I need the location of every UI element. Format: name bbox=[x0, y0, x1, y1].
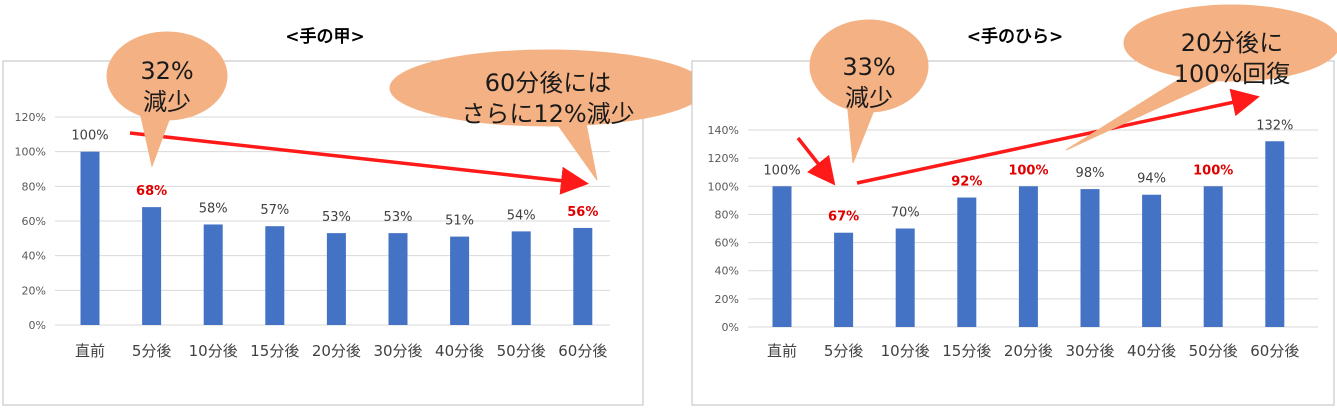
bar-value-label: 54% bbox=[507, 208, 536, 223]
y-tick-label: 60% bbox=[715, 237, 739, 250]
trend-arrow bbox=[856, 88, 1260, 185]
chart-frame bbox=[691, 60, 1335, 406]
trend-arrow bbox=[129, 131, 589, 195]
y-tick-label: 60% bbox=[22, 215, 46, 228]
y-tick-label: 80% bbox=[715, 208, 739, 221]
bar bbox=[511, 231, 531, 325]
chart-svg-back-of-hand: <手の甲> 0% 20% 40% 60% 80% 100% 120% 100% 直前 68% 5分後 5… bbox=[2, 26, 707, 406]
bar-value-label: 67% bbox=[828, 210, 859, 225]
bar-value-label: 100% bbox=[71, 129, 108, 144]
callout-bubble bbox=[106, 31, 228, 121]
x-category-label: 40分後 bbox=[435, 342, 484, 360]
x-category-label: 15分後 bbox=[250, 342, 299, 360]
callout-text: 減少 bbox=[143, 88, 191, 116]
x-category-label: 10分後 bbox=[881, 342, 930, 360]
chart-title: <手のひら> bbox=[967, 26, 1064, 47]
x-category-label: 5分後 bbox=[824, 342, 864, 360]
y-tick-label: 40% bbox=[22, 250, 46, 263]
x-category-label: 30分後 bbox=[1065, 342, 1114, 360]
y-tick-label: 120% bbox=[708, 152, 739, 165]
y-tick-label: 140% bbox=[708, 124, 739, 137]
bar-value-label: 53% bbox=[322, 210, 351, 225]
x-category-label: 60分後 bbox=[558, 342, 607, 360]
callout-text: 32% bbox=[140, 57, 193, 85]
y-tick-label: 80% bbox=[22, 180, 46, 193]
bar bbox=[326, 233, 346, 325]
x-category-label: 5分後 bbox=[132, 342, 172, 360]
y-tick-label: 20% bbox=[715, 293, 739, 306]
x-category-label: 20分後 bbox=[1004, 342, 1053, 360]
bar-value-label: 94% bbox=[1137, 172, 1166, 187]
bar bbox=[1080, 189, 1100, 327]
y-tick-label: 20% bbox=[22, 284, 46, 297]
bar-value-label: 132% bbox=[1256, 118, 1293, 133]
y-tick-label: 100% bbox=[708, 180, 739, 193]
bar bbox=[895, 228, 915, 327]
bar-value-label: 92% bbox=[951, 175, 982, 190]
bar-value-label: 68% bbox=[136, 184, 167, 199]
chart-panel-palm: <手のひら> 0% 20% 40% 60% 80% 100% 120% 140% 100% 直前 67… bbox=[668, 0, 1337, 408]
chart-svg-palm: <手のひら> 0% 20% 40% 60% 80% 100% 120% 140% 100% 直前 67… bbox=[691, 4, 1337, 406]
callout-text: さらに12%減少 bbox=[461, 100, 634, 128]
callout-text: 60分後には bbox=[485, 69, 612, 97]
bar bbox=[573, 227, 593, 325]
bar-value-label: 100% bbox=[763, 163, 800, 178]
bar-value-label: 100% bbox=[1008, 163, 1048, 178]
chart-title: <手の甲> bbox=[285, 26, 365, 47]
bar-value-label: 70% bbox=[891, 206, 920, 221]
callout-text: 33% bbox=[842, 53, 895, 81]
x-category-label: 15分後 bbox=[942, 342, 991, 360]
bar bbox=[142, 207, 162, 325]
y-tick-label: 0% bbox=[722, 321, 739, 334]
x-category-label: 50分後 bbox=[497, 342, 546, 360]
callout-text: 20分後に bbox=[1181, 29, 1284, 57]
x-category-label: 直前 bbox=[75, 342, 105, 360]
bar bbox=[1018, 186, 1038, 327]
x-category-label: 40分後 bbox=[1127, 342, 1176, 360]
bar bbox=[80, 151, 100, 325]
x-category-label: 20分後 bbox=[312, 342, 361, 360]
bar-value-label: 53% bbox=[384, 210, 413, 225]
bar bbox=[772, 186, 792, 327]
bar-value-label: 56% bbox=[567, 205, 598, 220]
x-category-label: 10分後 bbox=[189, 342, 238, 360]
bar bbox=[450, 236, 470, 325]
bar bbox=[1265, 141, 1285, 327]
chart-panel-back-of-hand: <手の甲> 0% 20% 40% 60% 80% 100% 120% 100% 直前 68% 5分後 5… bbox=[0, 0, 707, 408]
callout-text: 減少 bbox=[845, 84, 893, 112]
bar bbox=[957, 197, 977, 327]
callout-bubble bbox=[809, 19, 929, 113]
callout-bubble bbox=[1123, 4, 1337, 82]
bar bbox=[1203, 186, 1223, 327]
bar bbox=[834, 232, 854, 327]
y-tick-label: 100% bbox=[15, 146, 46, 159]
bar bbox=[203, 224, 223, 325]
bar-value-label: 51% bbox=[445, 214, 474, 229]
x-category-label: 50分後 bbox=[1189, 342, 1238, 360]
x-category-label: 60分後 bbox=[1250, 342, 1299, 360]
x-category-label: 30分後 bbox=[373, 342, 422, 360]
y-tick-label: 40% bbox=[715, 265, 739, 278]
y-tick-label: 0% bbox=[29, 319, 46, 332]
bar bbox=[265, 226, 285, 325]
y-tick-label: 120% bbox=[15, 111, 46, 124]
x-category-label: 直前 bbox=[767, 342, 797, 360]
bar-value-label: 98% bbox=[1076, 166, 1105, 181]
bar-value-label: 57% bbox=[260, 203, 289, 218]
trend-arrow bbox=[796, 136, 836, 186]
bar bbox=[1142, 194, 1162, 327]
callout-text: 100%回復 bbox=[1174, 60, 1291, 88]
bar bbox=[388, 233, 408, 325]
bar-value-label: 58% bbox=[199, 201, 228, 216]
bar-value-label: 100% bbox=[1193, 163, 1233, 178]
